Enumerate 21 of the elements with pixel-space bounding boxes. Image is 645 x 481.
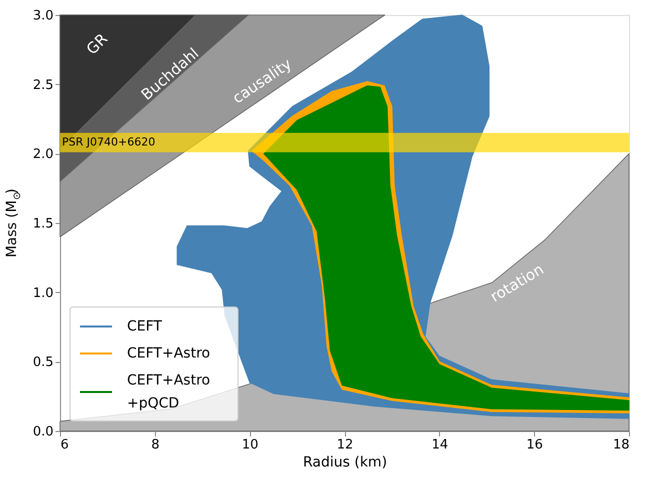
y-tick-label: 2.5 xyxy=(32,78,54,93)
x-tick-label: 10 xyxy=(242,438,258,452)
y-axis-title: Mass (M⊙) xyxy=(4,188,23,258)
y-tick-label: 1.0 xyxy=(32,286,54,301)
x-tick-label: 16 xyxy=(526,438,543,452)
y-tick-label: 2.0 xyxy=(32,147,54,162)
legend-label: CEFT+Astro +pQCD xyxy=(127,372,210,412)
band-label: PSR J0740+6620 xyxy=(62,136,156,149)
x-tick-label: 14 xyxy=(432,438,448,452)
x-axis-title: Radius (km) xyxy=(302,454,388,470)
x-tick-label: 6 xyxy=(60,438,69,452)
y-tick-label: 1.5 xyxy=(32,216,54,232)
legend-label: CEFT+Astro xyxy=(127,346,210,362)
x-tick-label: 18 xyxy=(612,438,630,452)
y-tick-label: 0.5 xyxy=(32,355,54,370)
y-tick-label: 3.0 xyxy=(32,8,54,24)
x-tick-label: 12 xyxy=(336,438,354,452)
legend-label: CEFT xyxy=(127,318,162,334)
x-tick-label: 8 xyxy=(151,438,160,452)
annotation: GR xyxy=(82,30,112,58)
y-tick-label: 0.0 xyxy=(32,424,54,440)
